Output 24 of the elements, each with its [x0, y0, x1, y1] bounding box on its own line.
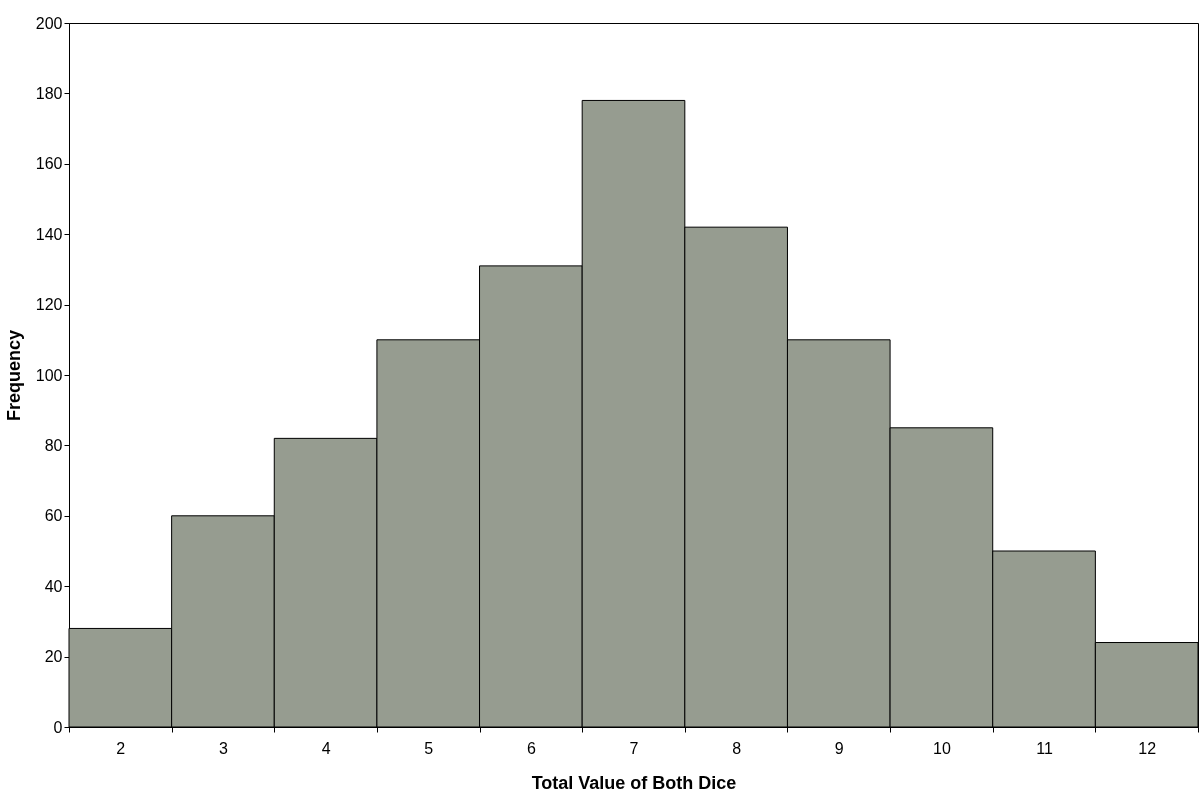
x-tick-label: 12 [1138, 739, 1157, 757]
y-tick-label: 60 [44, 507, 63, 525]
x-tick-label: 7 [629, 739, 639, 757]
y-tick-label: 120 [35, 296, 63, 314]
x-tick-label: 5 [424, 739, 434, 757]
x-axis-title: Total Value of Both Dice [531, 772, 737, 793]
y-tick-label: 180 [35, 84, 63, 102]
y-tick-label: 20 [44, 648, 63, 666]
y-tick-label: 40 [44, 577, 63, 595]
y-tick-label: 0 [53, 718, 63, 736]
x-tick-label: 9 [834, 739, 844, 757]
y-axis-title: Frequency [3, 329, 24, 422]
y-tick-label: 80 [44, 436, 63, 454]
x-tick-label: 3 [219, 739, 228, 757]
x-tick-label: 2 [116, 739, 126, 757]
y-tick-label: 200 [35, 14, 63, 32]
x-tick-label: 6 [526, 739, 536, 757]
x-tick-label: 8 [732, 739, 742, 757]
y-tick-label: 100 [35, 366, 63, 384]
y-tick-label: 160 [35, 155, 63, 173]
y-tick-label: 140 [35, 225, 63, 243]
x-tick-label: 11 [1036, 739, 1053, 757]
x-tick-label: 10 [933, 739, 951, 757]
x-tick-label: 4 [321, 739, 331, 757]
